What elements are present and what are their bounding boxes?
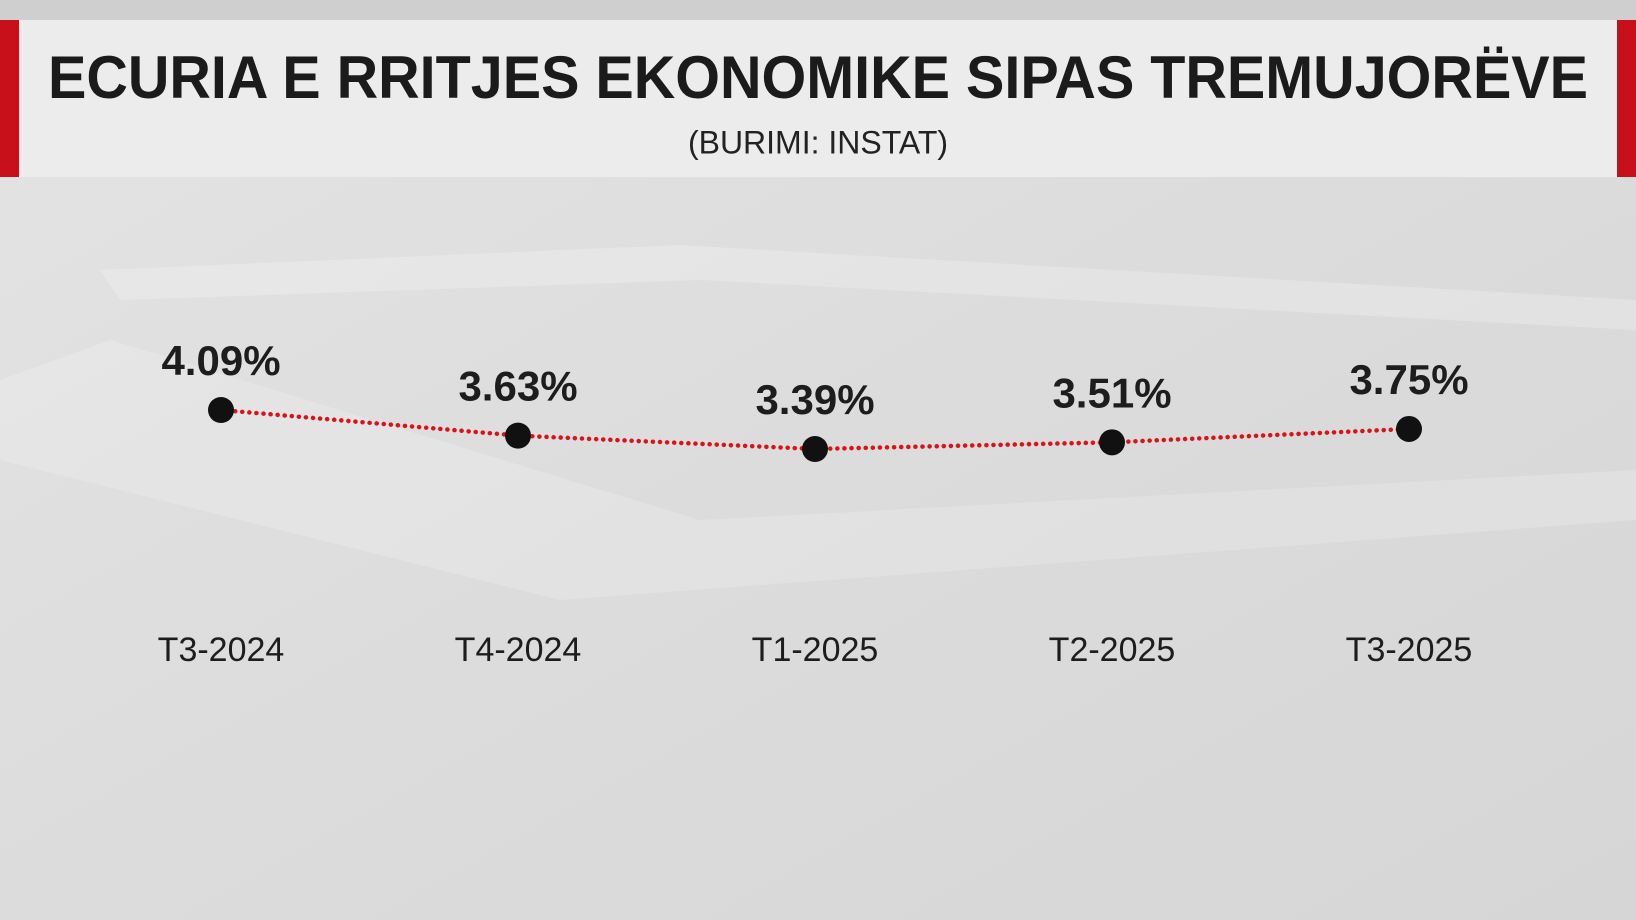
header-accent (1617, 20, 1636, 177)
chart-subtitle: (BURIMI: INSTAT) (688, 124, 948, 160)
marker (208, 397, 234, 423)
marker (1099, 429, 1125, 456)
top-strip (0, 0, 1636, 20)
x-tick-label: T3-2024 (158, 631, 285, 669)
x-tick-label: T4-2024 (455, 631, 582, 669)
header-band (0, 20, 1636, 177)
chart-title: ECURIA E RRITJES EKONOMIKE SIPAS TREMUJO… (48, 44, 1588, 111)
header-accent (0, 20, 19, 177)
x-tick-label: T2-2025 (1049, 631, 1176, 669)
value-label: 3.63% (458, 363, 577, 410)
background-shape (100, 245, 1636, 330)
value-label: 3.51% (1052, 369, 1171, 416)
marker (802, 436, 828, 462)
x-tick-label: T1-2025 (752, 631, 879, 669)
x-tick-label: T3-2025 (1346, 631, 1473, 669)
marker (1396, 415, 1422, 442)
value-label: 3.75% (1349, 356, 1468, 403)
value-label: 4.09% (161, 337, 280, 384)
value-label: 3.39% (755, 376, 874, 423)
marker (505, 422, 531, 449)
plot: T3-2024 T4-2024 T1-2025 T2-2025 T3-2025 4.09%… (158, 337, 1473, 669)
background-shape (0, 340, 1636, 600)
